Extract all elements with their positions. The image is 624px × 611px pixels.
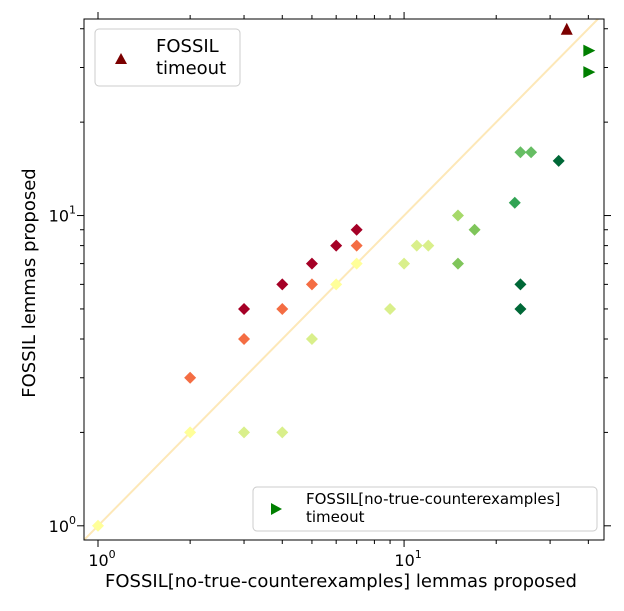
- y-tick-label: 101: [49, 204, 76, 226]
- data-point: [330, 239, 343, 252]
- nocex-timeout-point: [583, 66, 596, 79]
- data-point: [184, 371, 197, 384]
- x-tick-label: 101: [394, 548, 421, 570]
- x-axis-label: FOSSIL[no-true-counterexamples] lemmas p…: [105, 571, 577, 592]
- data-point: [238, 333, 251, 346]
- x-tick-label: 100: [88, 548, 115, 570]
- data-point: [305, 257, 318, 270]
- data-point: [552, 154, 565, 167]
- data-point: [305, 333, 318, 346]
- data-point: [350, 223, 363, 236]
- data-point: [350, 257, 363, 270]
- data-point: [276, 426, 289, 439]
- timeout-points: [560, 22, 596, 79]
- data-point: [330, 278, 343, 291]
- triangle-up-marker-icon: [115, 53, 127, 64]
- legend-fossil-line2: timeout: [156, 58, 226, 79]
- axis-ticks: 100 101 100 101: [49, 12, 611, 570]
- data-point: [508, 196, 521, 209]
- data-point: [276, 302, 289, 315]
- data-point: [350, 239, 363, 252]
- data-point: [451, 257, 464, 270]
- data-point: [422, 239, 435, 252]
- data-point: [276, 278, 289, 291]
- fossil-timeout-point: [560, 22, 573, 35]
- data-point: [514, 302, 527, 315]
- y-axis-label: FOSSIL lemmas proposed: [19, 168, 40, 397]
- data-point: [238, 302, 251, 315]
- data-point: [514, 278, 527, 291]
- legend-fossil-timeout: FOSSIL timeout: [94, 28, 241, 87]
- legend-nocex-line2: timeout: [306, 508, 365, 526]
- data-point: [184, 426, 197, 439]
- data-point: [384, 302, 397, 315]
- data-points: [92, 146, 565, 532]
- data-point: [305, 278, 318, 291]
- data-point: [468, 223, 481, 236]
- data-point: [410, 239, 423, 252]
- legend-fossil-line1: FOSSIL: [156, 36, 219, 57]
- data-point: [525, 146, 538, 159]
- legend-nocex-line1: FOSSIL[no-true-counterexamples]: [306, 490, 560, 508]
- legend-box: [252, 486, 598, 532]
- data-point: [514, 146, 527, 159]
- nocex-timeout-point: [583, 44, 596, 57]
- triangle-right-marker-icon: [271, 503, 282, 515]
- legend-nocex-timeout: FOSSIL[no-true-counterexamples] timeout: [252, 486, 598, 532]
- data-point: [451, 209, 464, 222]
- y-tick-label: 100: [49, 514, 76, 536]
- data-point: [398, 257, 411, 270]
- legend-box: [94, 28, 241, 87]
- data-point: [92, 519, 105, 532]
- plot-frame: [83, 18, 605, 541]
- diagonal-reference-line: [84, 19, 600, 540]
- data-point: [238, 426, 251, 439]
